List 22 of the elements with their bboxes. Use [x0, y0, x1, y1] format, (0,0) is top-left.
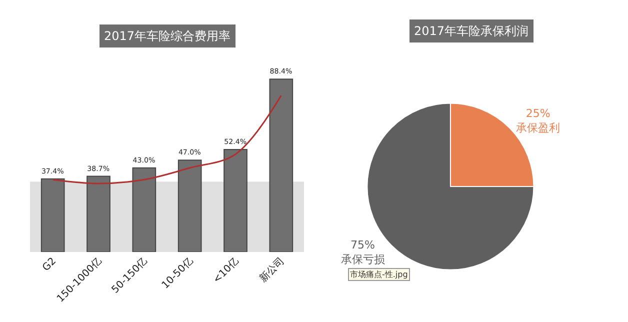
text: 市场痛点-性.jpg	[350, 270, 408, 279]
bar	[132, 167, 156, 252]
data-label: 88.4%	[270, 66, 292, 76]
chart-title: 2017年车险承保利润	[414, 24, 529, 38]
bar	[86, 176, 110, 252]
x-tick-label: <10亿	[211, 256, 242, 286]
bar	[178, 160, 202, 252]
data-label: 47.0%	[178, 148, 202, 157]
chart-title: 2017年车险综合费用率	[104, 29, 231, 43]
data-label: 52.4%	[224, 137, 247, 146]
x-tick-label: G2	[40, 256, 58, 274]
data-label: 75%	[350, 238, 375, 252]
data-label: 43.0%	[132, 156, 156, 165]
x-tick-label: 新公司	[257, 255, 287, 285]
data-label: 38.7%	[87, 164, 110, 173]
slice-label: 承保盈利	[516, 122, 560, 135]
data-label: 37.4%	[41, 166, 64, 176]
bar	[269, 78, 294, 252]
bar	[40, 178, 65, 252]
data-label: 25%	[526, 107, 550, 120]
bar	[224, 149, 248, 252]
slice-label: 承保亏损	[340, 252, 385, 266]
